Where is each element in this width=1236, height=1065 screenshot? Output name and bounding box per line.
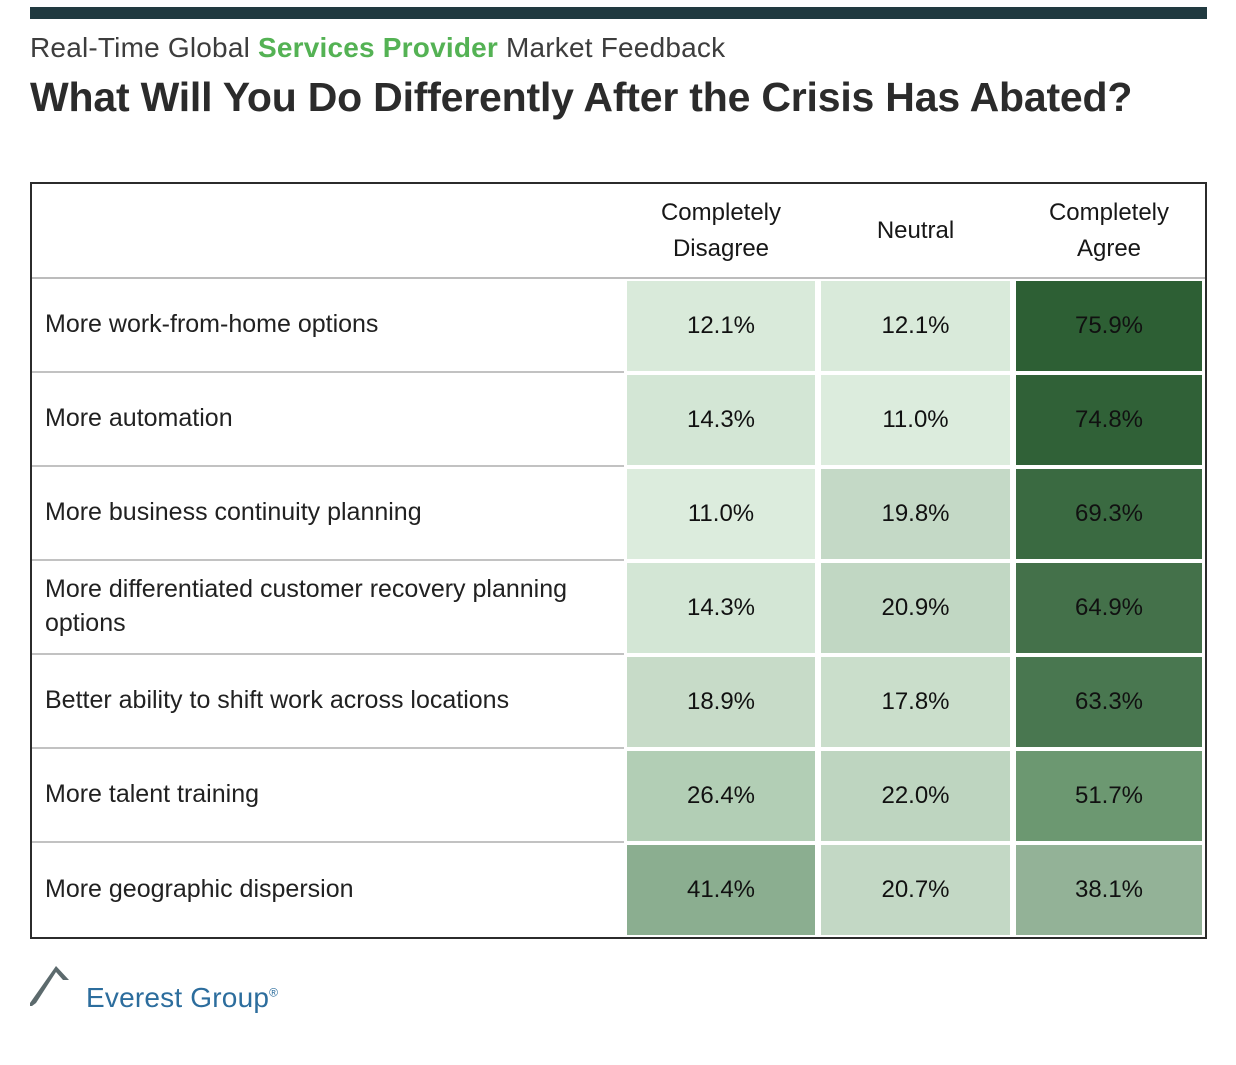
heatmap-cell: 26.4%	[624, 749, 818, 843]
cell-value: 14.3%	[627, 563, 815, 653]
heatmap-cell: 38.1%	[1013, 843, 1205, 937]
heatmap-cell: 20.7%	[818, 843, 1013, 937]
row-label: More business continuity planning	[32, 467, 624, 561]
table-grid: Completely Disagree Neutral Completely A…	[32, 184, 1205, 937]
cell-value: 14.3%	[627, 375, 815, 465]
page-title: What Will You Do Differently After the C…	[30, 74, 1133, 120]
cell-value: 12.1%	[821, 281, 1010, 371]
cell-value: 69.3%	[1016, 469, 1202, 559]
kicker-highlight: Services Provider	[258, 32, 498, 63]
row-label: More automation	[32, 373, 624, 467]
cell-value: 11.0%	[821, 375, 1010, 465]
kicker-pre: Real-Time Global	[30, 32, 258, 63]
cell-value: 20.7%	[821, 845, 1010, 935]
cell-value: 63.3%	[1016, 657, 1202, 747]
heatmap-cell: 20.9%	[818, 561, 1013, 655]
heatmap-cell: 11.0%	[624, 467, 818, 561]
cell-value: 17.8%	[821, 657, 1010, 747]
cell-value: 74.8%	[1016, 375, 1202, 465]
cell-value: 41.4%	[627, 845, 815, 935]
heatmap-cell: 11.0%	[818, 373, 1013, 467]
cell-value: 26.4%	[627, 751, 815, 841]
heatmap-cell: 75.9%	[1013, 279, 1205, 373]
header-empty-cell	[32, 184, 624, 279]
row-label: More work-from-home options	[32, 279, 624, 373]
cell-value: 22.0%	[821, 751, 1010, 841]
heatmap-cell: 41.4%	[624, 843, 818, 937]
heatmap-cell: 12.1%	[818, 279, 1013, 373]
logo-text: Everest Group	[86, 982, 270, 1013]
cell-value: 51.7%	[1016, 751, 1202, 841]
heatmap-cell: 64.9%	[1013, 561, 1205, 655]
kicker-post: Market Feedback	[498, 32, 726, 63]
heatmap-cell: 14.3%	[624, 373, 818, 467]
row-label: More differentiated customer recovery pl…	[32, 561, 624, 655]
heatmap-cell: 51.7%	[1013, 749, 1205, 843]
heatmap-cell: 74.8%	[1013, 373, 1205, 467]
logo-wordmark: Everest Group®	[86, 982, 278, 1014]
registered-trademark: ®	[269, 985, 279, 1000]
row-label: Better ability to shift work across loca…	[32, 655, 624, 749]
heatmap-cell: 12.1%	[624, 279, 818, 373]
feedback-heatmap-table: Completely Disagree Neutral Completely A…	[30, 182, 1207, 939]
heatmap-cell: 19.8%	[818, 467, 1013, 561]
heatmap-cell: 14.3%	[624, 561, 818, 655]
cell-value: 64.9%	[1016, 563, 1202, 653]
cell-value: 20.9%	[821, 563, 1010, 653]
row-label: More talent training	[32, 749, 624, 843]
heatmap-cell: 17.8%	[818, 655, 1013, 749]
heatmap-cell: 22.0%	[818, 749, 1013, 843]
kicker-line: Real-Time Global Services Provider Marke…	[30, 32, 725, 64]
row-label: More geographic dispersion	[45, 875, 354, 904]
cell-value: 18.9%	[627, 657, 815, 747]
everest-group-logo: Everest Group®	[30, 960, 290, 1030]
top-accent-bar	[30, 7, 1207, 19]
heatmap-cell: 69.3%	[1013, 467, 1205, 561]
column-header-completely-disagree: Completely Disagree	[624, 184, 818, 279]
column-header-completely-agree: Completely Agree	[1013, 184, 1205, 279]
cell-value: 75.9%	[1016, 281, 1202, 371]
cell-value: 12.1%	[627, 281, 815, 371]
mountain-icon	[30, 966, 69, 1006]
cell-value: 19.8%	[821, 469, 1010, 559]
column-header-neutral: Neutral	[818, 184, 1013, 279]
cell-value: 11.0%	[627, 469, 815, 559]
heatmap-cell: 63.3%	[1013, 655, 1205, 749]
cell-value: 38.1%	[1016, 845, 1202, 935]
heatmap-cell: 18.9%	[624, 655, 818, 749]
